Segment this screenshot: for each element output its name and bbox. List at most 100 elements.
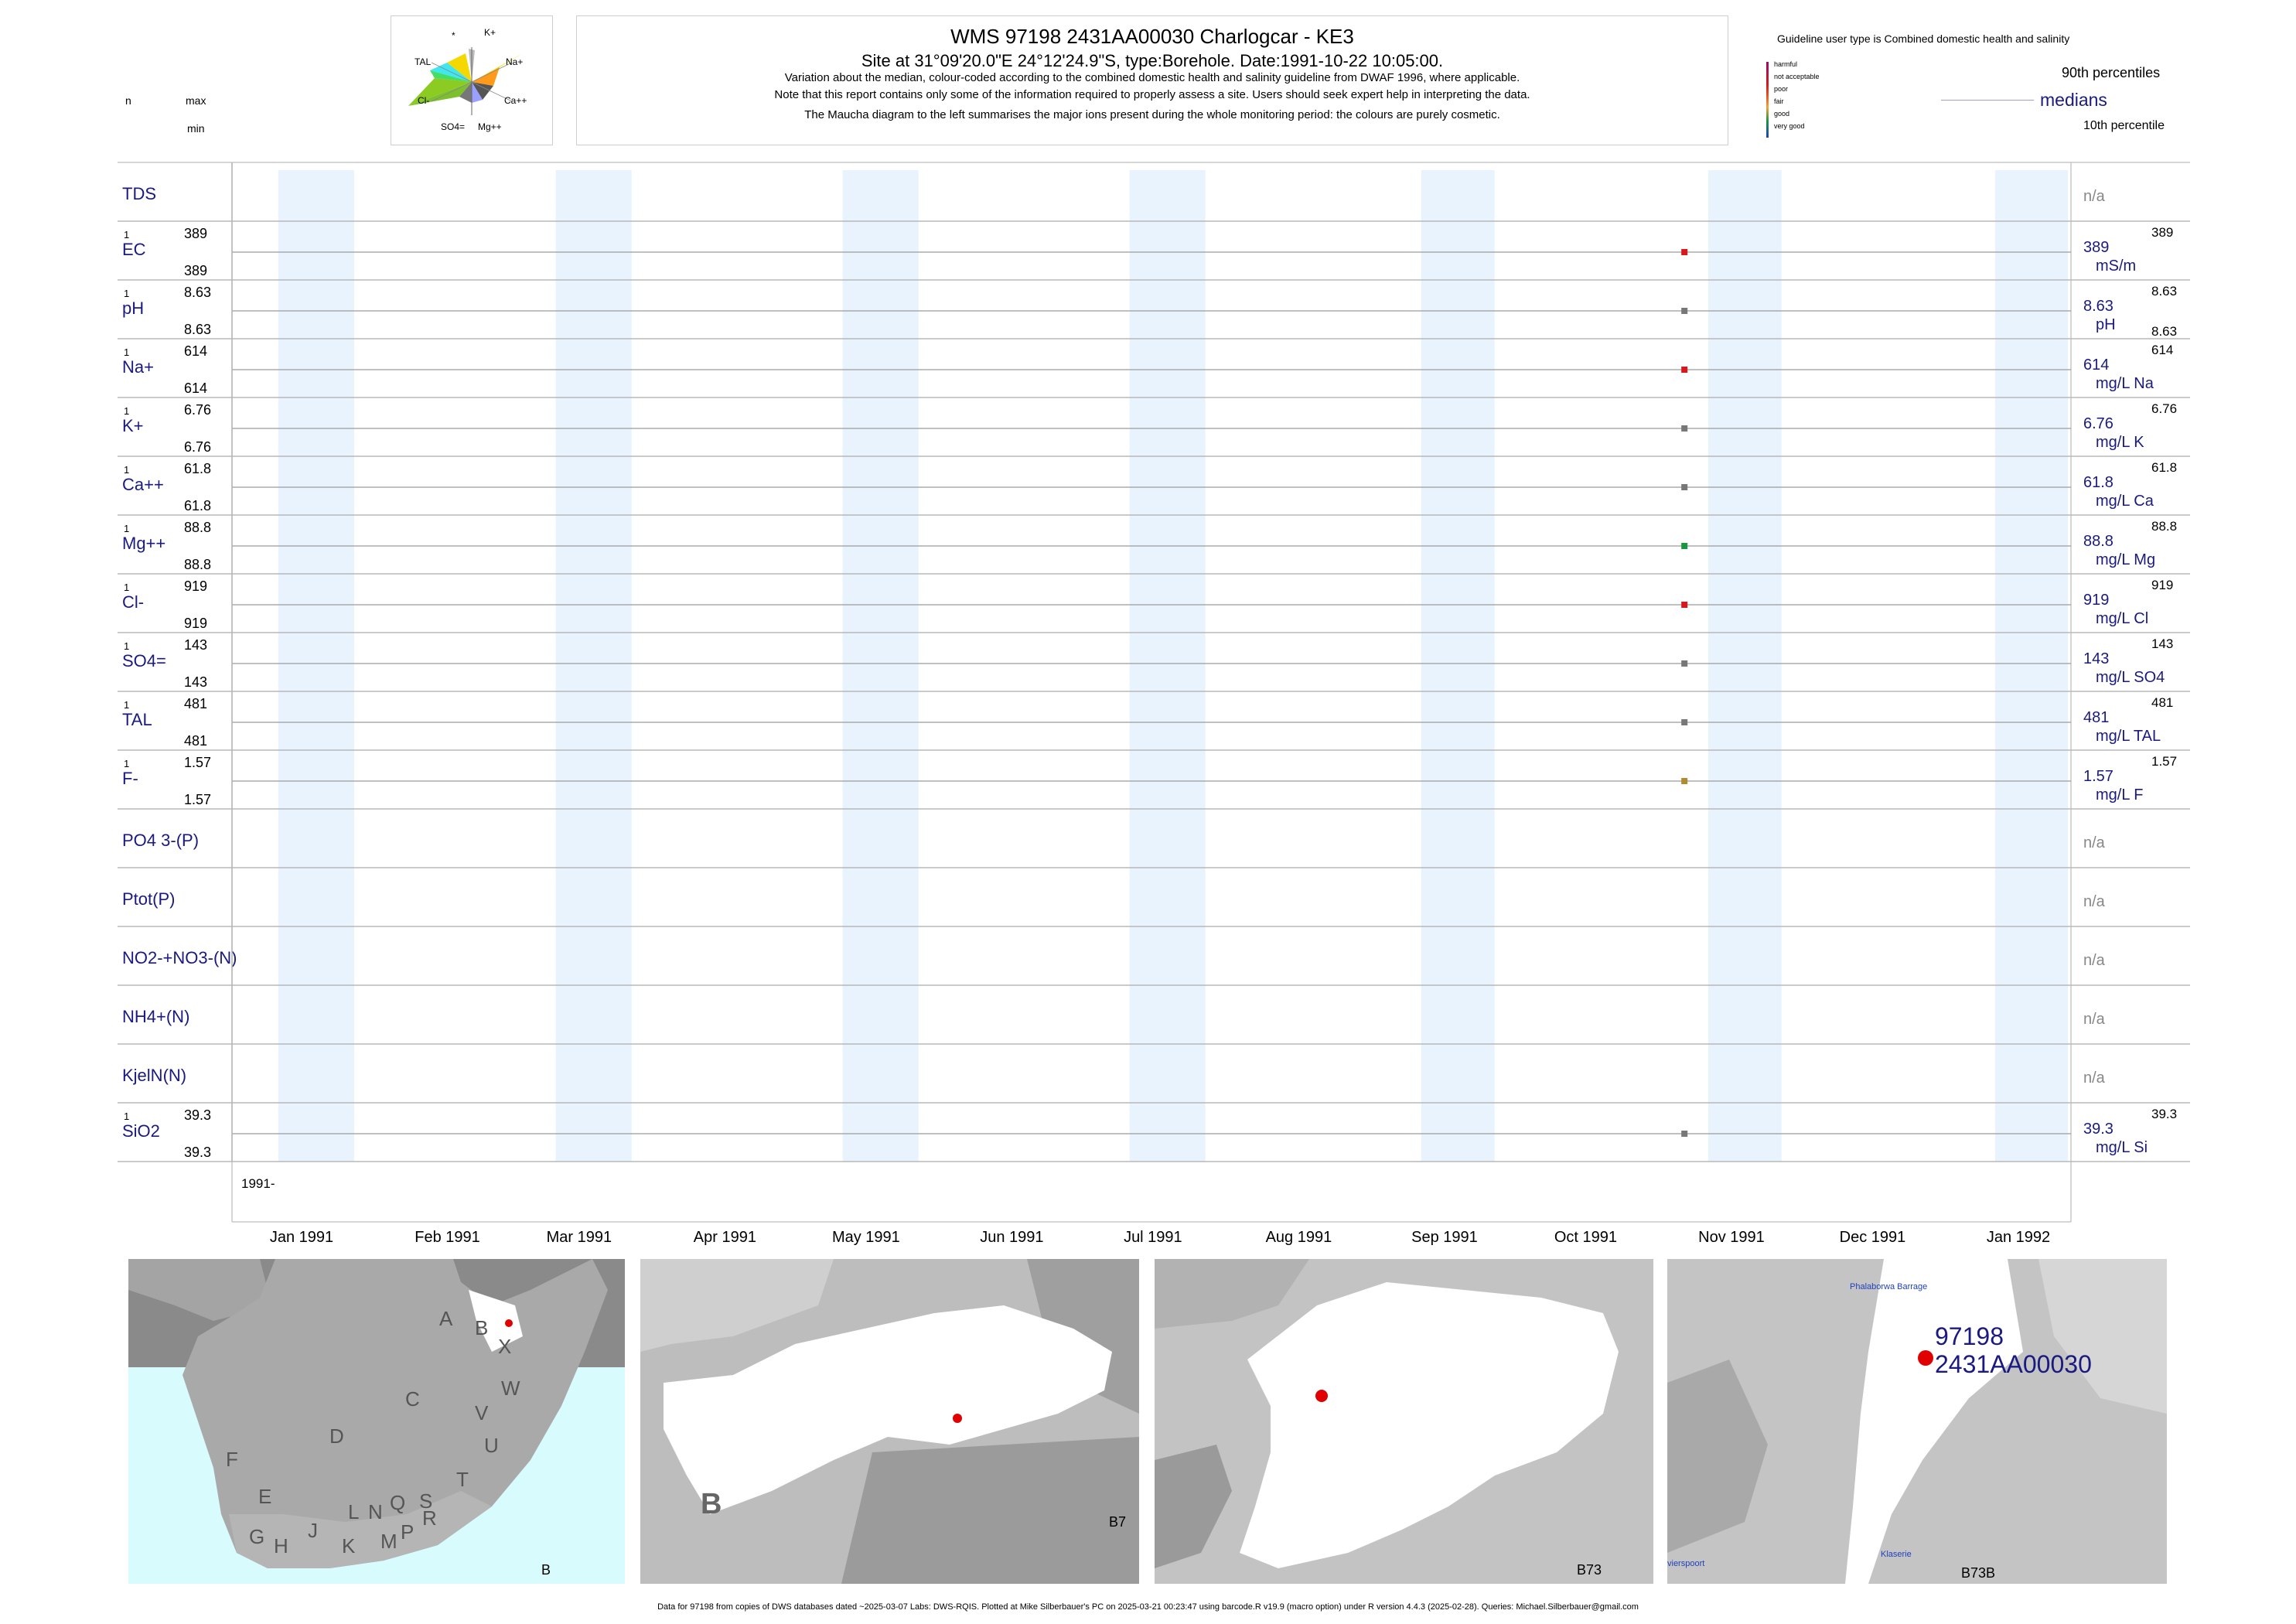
map1-corner-label: B (541, 1562, 551, 1578)
map1-letter-n: N (368, 1500, 383, 1523)
maucha-star-label: * (452, 30, 455, 41)
row-8-sample-mark (1681, 602, 1688, 608)
row-2-n: 1 (124, 229, 129, 241)
row-9-label: SO4= (122, 651, 166, 670)
month-band-1 (278, 170, 354, 1162)
row-7-right-unit: mg/L Mg (2096, 551, 2155, 568)
row-8-right-p90: 919 (2151, 578, 2173, 592)
map1-letter-l: L (348, 1500, 360, 1523)
row-3-right-p90: 8.63 (2151, 284, 2177, 299)
map1-letter-u: U (484, 1434, 499, 1457)
note-line-1: Variation about the median, colour-coded… (784, 71, 1520, 84)
row-8-right-unit: mg/L Cl (2096, 610, 2148, 627)
row-6-sample-mark (1681, 484, 1688, 490)
row-17-min: 39.3 (184, 1145, 211, 1160)
month-band-11 (1708, 170, 1782, 1162)
map1-letter-m: M (380, 1530, 397, 1553)
row-17-right-p90: 39.3 (2151, 1107, 2177, 1121)
row-6-label: Ca++ (122, 475, 164, 494)
row-5-n: 1 (124, 405, 129, 417)
row-9-sample-mark (1681, 660, 1688, 667)
x-tick-2: Feb 1991 (415, 1229, 480, 1246)
row-4-min: 614 (184, 380, 207, 396)
row-4-right-unit: mg/L Na (2096, 375, 2154, 392)
title-block (576, 15, 1728, 145)
row-10-min: 481 (184, 733, 207, 749)
legend-p10: 10th percentile (2083, 119, 2165, 132)
month-band-13 (1994, 170, 2069, 1162)
row-7-label: Mg++ (122, 534, 165, 553)
report-title: WMS 97198 2431AA00030 Charlogcar - KE3 (950, 25, 1354, 48)
guideline-legend: harmful not acceptable poor fair good ve… (1766, 59, 1875, 144)
x-tick-1: Jan 1991 (270, 1229, 333, 1246)
header-max: max (186, 94, 206, 107)
map4-site-code: 2431AA00030 (1935, 1350, 2092, 1378)
row-14-na: n/a (2083, 952, 2106, 969)
row-11-sample-mark (1681, 778, 1688, 784)
row-5-min: 6.76 (184, 439, 211, 455)
header-min: min (187, 122, 205, 135)
row-8-max: 919 (184, 578, 207, 594)
row-2-max: 389 (184, 226, 207, 241)
row-2-right-unit: mS/m (2096, 258, 2136, 275)
map1-letter-f: F (226, 1448, 238, 1471)
row-17-max: 39.3 (184, 1107, 211, 1123)
row-3-label: pH (122, 299, 144, 318)
row-11-right-p90: 1.57 (2151, 754, 2177, 769)
row-7-right-value: 88.8 (2083, 533, 2113, 550)
row-10-right-p90: 481 (2151, 695, 2173, 710)
row-2-right-p90: 389 (2151, 225, 2173, 240)
row-5-right-p90: 6.76 (2151, 401, 2177, 416)
row-6-right-value: 61.8 (2083, 474, 2113, 491)
row-9-min: 143 (184, 674, 207, 690)
site-subtitle: Site at 31°09'20.0"E 24°12'24.9"S, type:… (861, 51, 1444, 70)
x-tick-11: Nov 1991 (1698, 1229, 1765, 1246)
map1-letter-e: E (258, 1485, 272, 1508)
row-3-min: 8.63 (184, 322, 211, 337)
x-year-label: 1991- (241, 1176, 275, 1191)
legend-color-bar (1766, 62, 1769, 138)
row-1-na: n/a (2083, 188, 2106, 205)
header-n: n (125, 94, 131, 107)
row-11-right-unit: mg/L F (2096, 786, 2144, 803)
map1-letter-s: S (419, 1489, 433, 1513)
map2-big-label: B (701, 1488, 722, 1520)
row-13-na: n/a (2083, 893, 2106, 910)
row-8-n: 1 (124, 582, 129, 593)
maucha-na-label: Na+ (506, 56, 524, 67)
map1-letter-g: G (249, 1525, 265, 1548)
row-8-min: 919 (184, 616, 207, 631)
row-15-label: NH4+(N) (122, 1007, 189, 1026)
map4-place-phalaborwa: Phalaborwa Barrage (1850, 1282, 1928, 1291)
map-south-africa: A B X C W D V U F T E S L N Q R G H J K … (128, 1259, 625, 1584)
row-7-min: 88.8 (184, 557, 211, 572)
row-2-label: EC (122, 240, 146, 259)
map-b73-shapes (1155, 1259, 1653, 1584)
row-6-n: 1 (124, 464, 129, 476)
row-7-max: 88.8 (184, 520, 211, 535)
note-line-3: The Maucha diagram to the left summarise… (804, 108, 1500, 121)
row-13-label: Ptot(P) (122, 889, 175, 909)
x-tick-13: Jan 1992 (1987, 1229, 2050, 1246)
map1-letter-b: B (475, 1316, 489, 1339)
map1-letter-h: H (274, 1534, 288, 1557)
row-17-sample-mark (1681, 1131, 1688, 1137)
row-6-min: 61.8 (184, 498, 211, 513)
row-4-label: Na+ (122, 357, 154, 377)
map-region-b7: B B7 (640, 1259, 1139, 1584)
row-10-n: 1 (124, 699, 129, 711)
row-8-label: Cl- (122, 592, 144, 612)
row-9-right-value: 143 (2083, 650, 2109, 667)
row-2-right-value: 389 (2083, 239, 2109, 256)
row-15-na: n/a (2083, 1011, 2106, 1028)
row-3-right-p10: 8.63 (2151, 324, 2177, 339)
map4-corner-label: B73B (1961, 1565, 1996, 1581)
legend-poor: poor (1774, 85, 1789, 93)
row-17-label: SiO2 (122, 1121, 160, 1141)
row-2-sample-mark (1681, 249, 1688, 255)
row-7-right-p90: 88.8 (2151, 519, 2177, 534)
x-tick-8: Aug 1991 (1266, 1229, 1332, 1246)
row-2-min: 389 (184, 263, 207, 278)
legend-median-line (1941, 100, 2034, 101)
row-4-n: 1 (124, 346, 129, 358)
